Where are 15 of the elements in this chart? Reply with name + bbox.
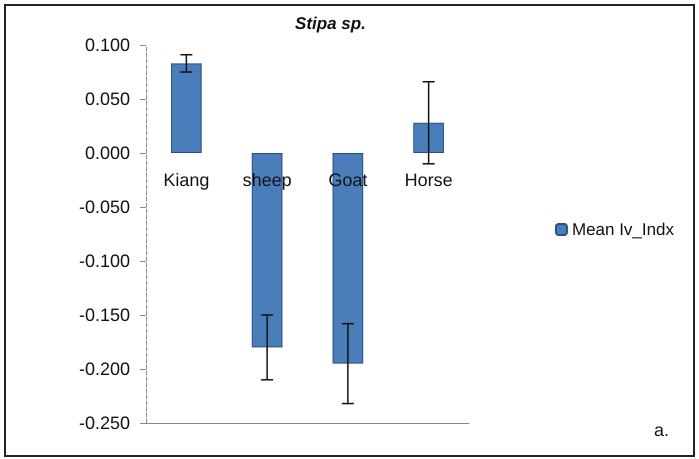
chart-title: Stipa sp. [295,14,366,33]
y-tick-label: -0.200 [78,359,130,379]
y-tick-label: 0.000 [84,143,130,163]
legend-label: Mean Iv_Indx [572,220,674,239]
y-tick-label: 0.100 [84,35,130,55]
y-tick-label: -0.250 [78,413,130,433]
y-tick-label: 0.050 [84,89,130,109]
x-tick-label: Horse [404,170,453,190]
y-tick-label: -0.100 [78,251,130,271]
text: a. [654,420,670,440]
bar [171,63,202,153]
bar [413,122,444,153]
y-tick-label: -0.150 [78,305,130,325]
y-tick-label: -0.050 [78,197,130,217]
x-tick-label: Kiang [163,170,210,190]
